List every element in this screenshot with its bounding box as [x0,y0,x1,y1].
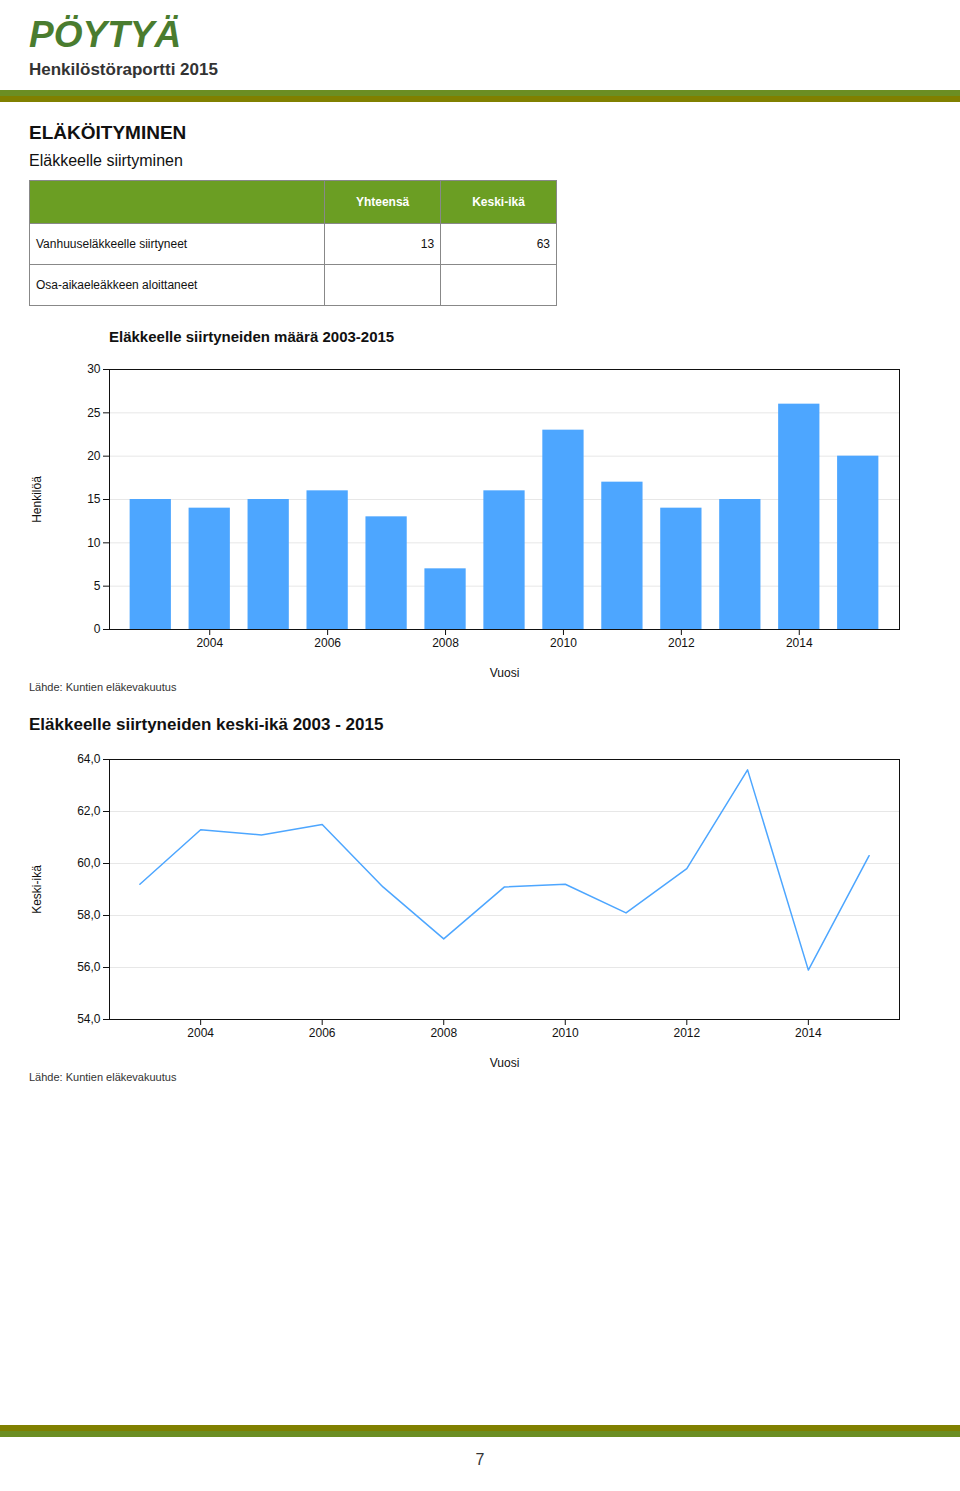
html-text:Yhteensä: Yhteensä [355,195,410,209]
svg-text:Henkilöä: Henkilöä [30,476,44,523]
svg-text:30: 30 [87,362,101,376]
svg-text:2004: 2004 [187,1026,214,1040]
svg-text:2010: 2010 [552,1026,579,1040]
html-text:Lähde: Kuntien eläkevakuutus: Lähde: Kuntien eläkevakuutus [29,1071,177,1083]
svg-text:64,0: 64,0 [77,752,101,766]
svg-text:2010: 2010 [550,636,577,650]
svg-text:2014: 2014 [786,636,813,650]
svg-text:2012: 2012 [668,636,695,650]
html-text:63: 63 [536,237,550,251]
svg-text:2014: 2014 [795,1026,822,1040]
svg-text:Keski-ikä: Keski-ikä [30,865,44,914]
svg-text:2006: 2006 [309,1026,336,1040]
svg-text:56,0: 56,0 [77,960,101,974]
html-text:Eläkkeelle siirtyneiden keski-: Eläkkeelle siirtyneiden keski-ikä 2003 -… [29,715,384,734]
svg-text:54,0: 54,0 [77,1012,101,1026]
svg-text:25: 25 [87,406,101,420]
svg-text:20: 20 [87,449,101,463]
html-text:7: 7 [475,1451,485,1468]
html-text:Henkilöstöraportti 2015: Henkilöstöraportti 2015 [29,60,218,79]
html-text:Eläkkeelle siirtyneiden määrä: Eläkkeelle siirtyneiden määrä 2003-2015 [109,328,395,345]
svg-text:10: 10 [87,536,101,550]
svg-text:Vuosi: Vuosi [490,1056,520,1070]
svg-text:58,0: 58,0 [77,908,101,922]
svg-text:0: 0 [94,622,101,636]
html-text:PÖYTYÄ: PÖYTYÄ [29,14,182,55]
html-text:Eläkkeelle siirtyminen: Eläkkeelle siirtyminen [29,152,183,169]
svg-text:2012: 2012 [673,1026,700,1040]
svg-text:2008: 2008 [432,636,459,650]
html-text:Osa-aikaeleäkkeen aloittaneet: Osa-aikaeleäkkeen aloittaneet [36,278,198,292]
svg-text:2006: 2006 [314,636,341,650]
svg-text:62,0: 62,0 [77,804,101,818]
html-text:Keski-ikä: Keski-ikä [472,195,525,209]
svg-text:15: 15 [87,492,101,506]
svg-text:2004: 2004 [196,636,223,650]
svg-text:60,0: 60,0 [77,856,101,870]
svg-text:Vuosi: Vuosi [490,666,520,680]
svg-text:5: 5 [94,579,101,593]
html-text:Lähde: Kuntien eläkevakuutus: Lähde: Kuntien eläkevakuutus [29,681,177,693]
html-text:ELÄKÖITYMINEN: ELÄKÖITYMINEN [29,122,187,143]
html-text:Vanhuuseläkkeelle siirtyneet: Vanhuuseläkkeelle siirtyneet [36,237,188,251]
html-text:13: 13 [420,237,435,251]
svg-text:2008: 2008 [430,1026,457,1040]
